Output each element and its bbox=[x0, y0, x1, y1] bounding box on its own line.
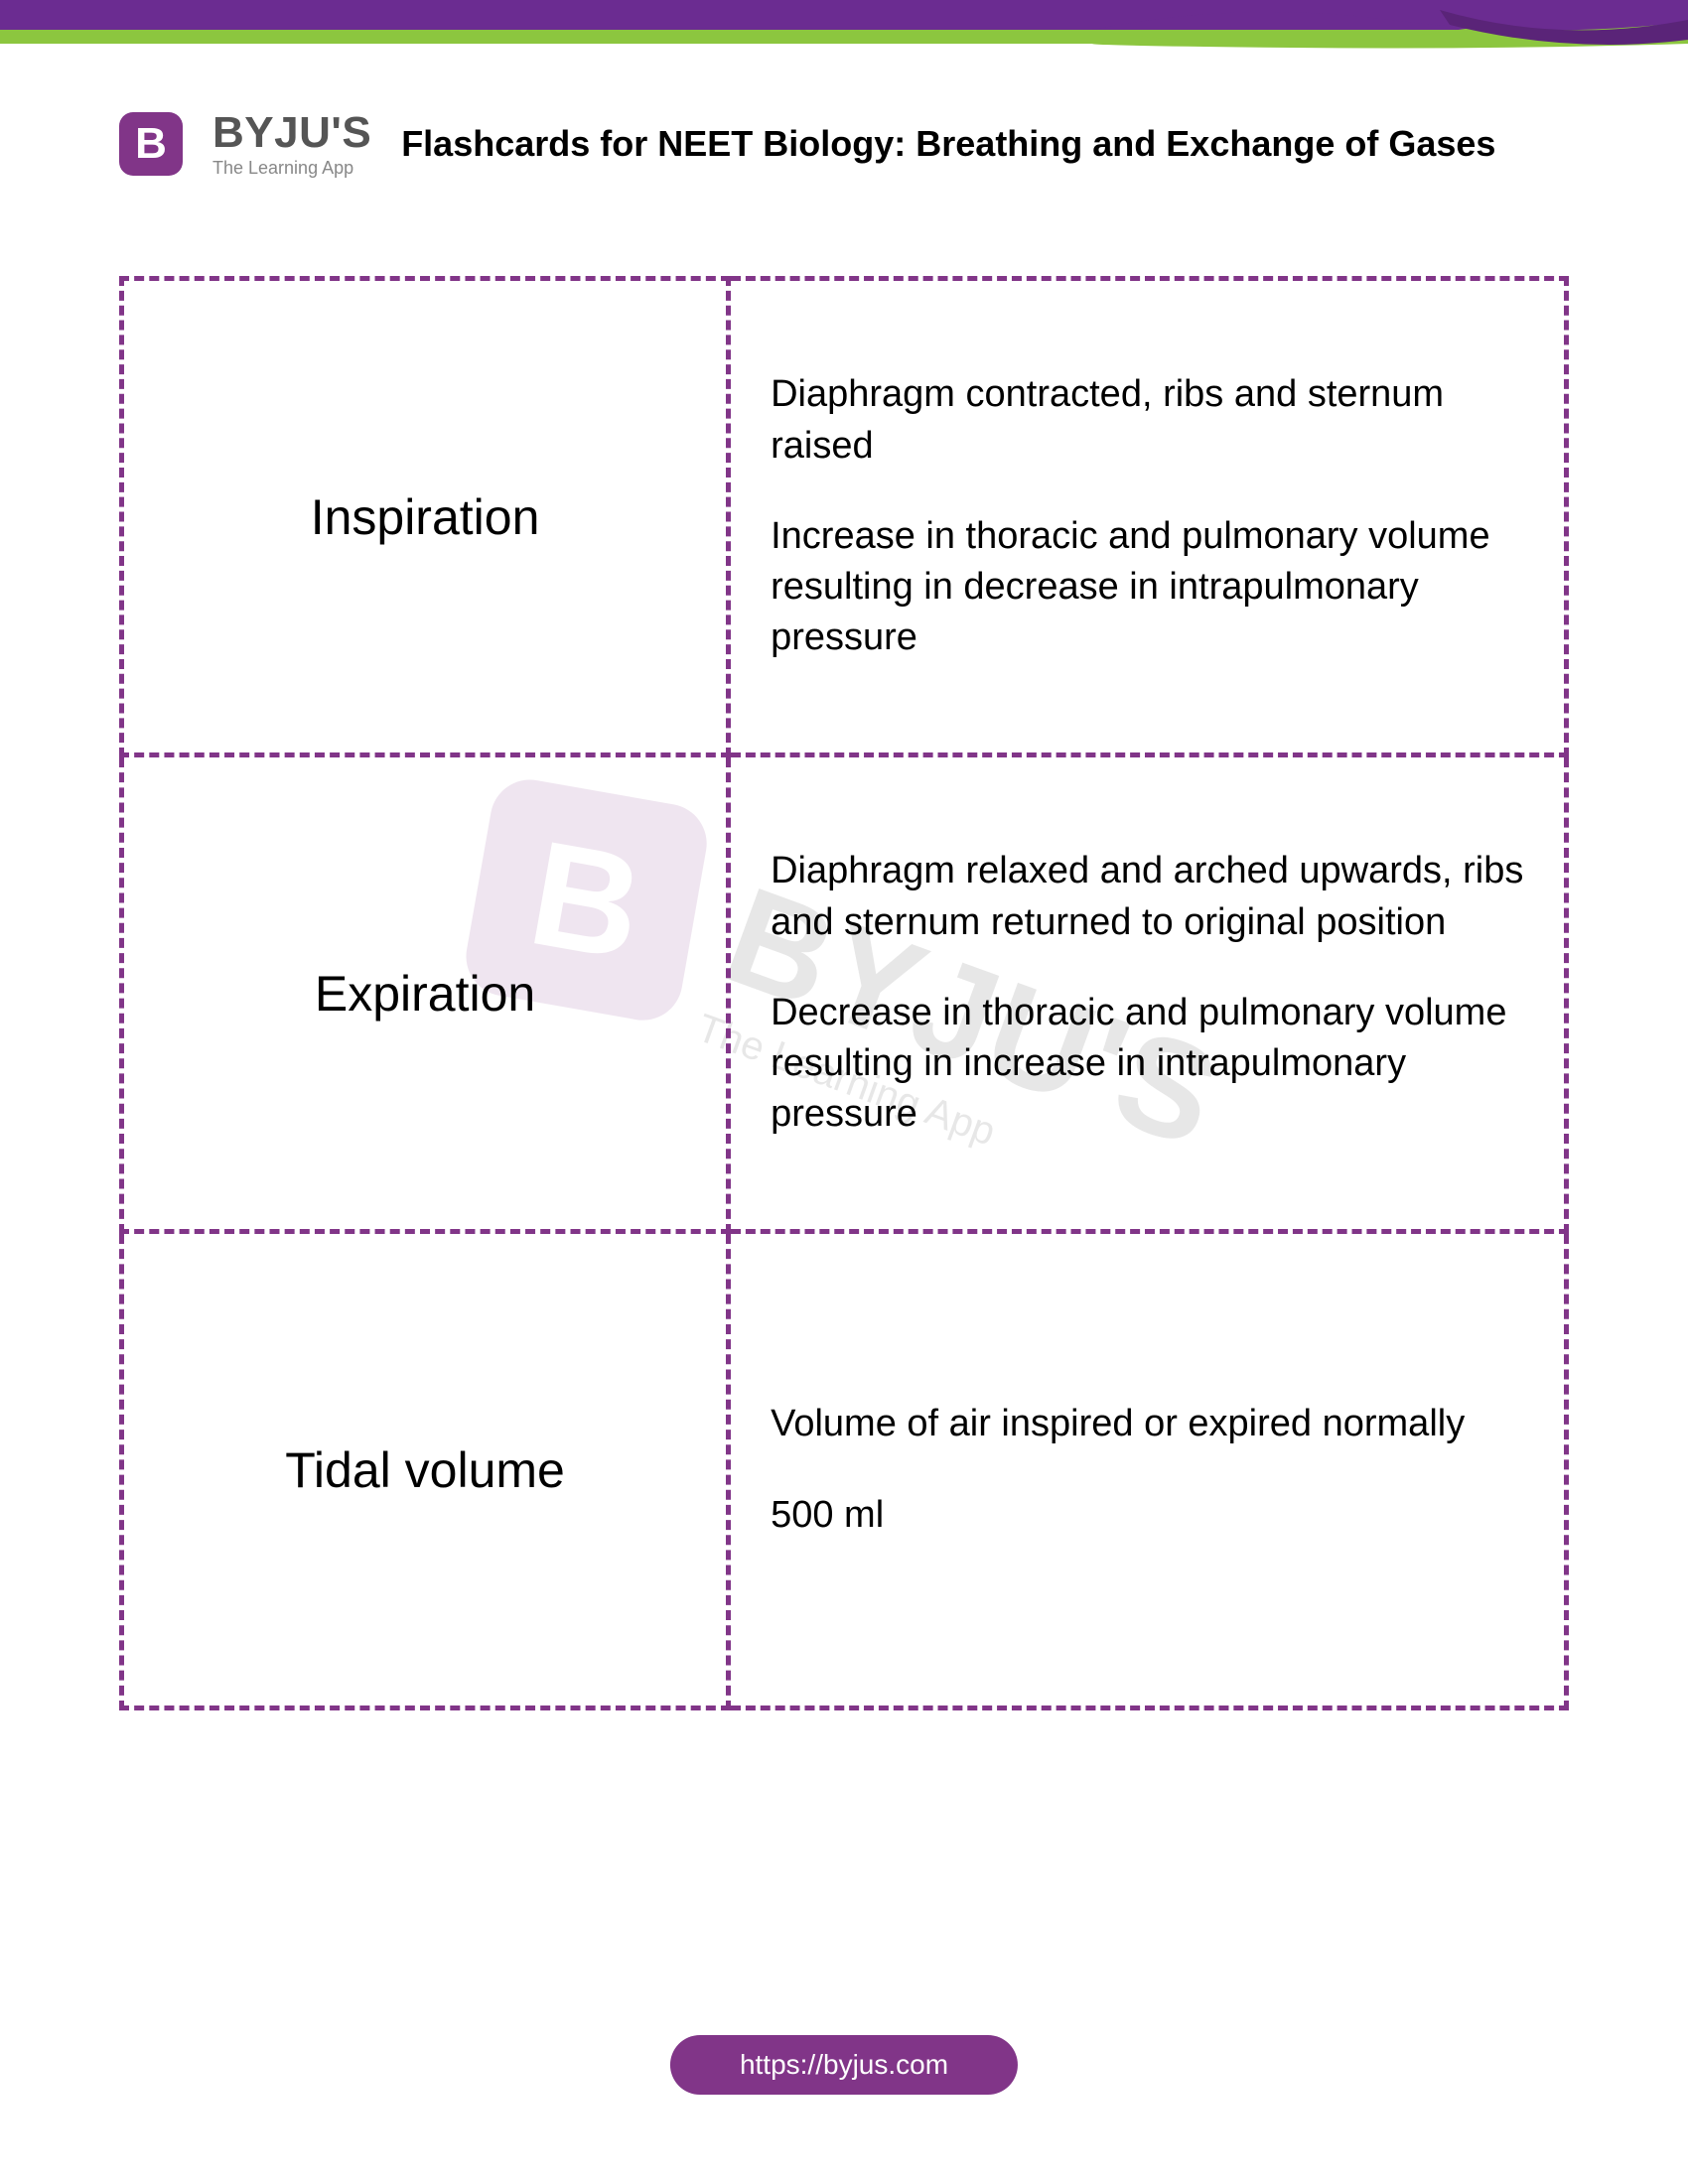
logo-icon: B bbox=[119, 112, 183, 176]
banner-swoosh bbox=[1092, 0, 1688, 52]
top-banner bbox=[0, 0, 1688, 52]
page-title: Flashcards for NEET Biology: Breathing a… bbox=[401, 123, 1569, 165]
header: B BYJU'S The Learning App Flashcards for… bbox=[0, 52, 1688, 216]
definition-text: Volume of air inspired or expired normal… bbox=[771, 1399, 1524, 1449]
definition-text: Decrease in thoracic and pulmonary volum… bbox=[771, 988, 1524, 1141]
brand-tagline: The Learning App bbox=[212, 159, 371, 177]
definition-text: Increase in thoracic and pulmonary volum… bbox=[771, 511, 1524, 664]
definition-cell: Diaphragm contracted, ribs and sternum r… bbox=[729, 279, 1567, 755]
flashcard-table-wrapper: B BYJU'S The Learning App Inspiration Di… bbox=[119, 276, 1569, 1710]
footer-url-pill[interactable]: https://byjus.com bbox=[670, 2035, 1018, 2095]
term-cell: Inspiration bbox=[122, 279, 729, 755]
logo-letter: B bbox=[135, 119, 167, 169]
table-row: Tidal volume Volume of air inspired or e… bbox=[122, 1232, 1567, 1708]
definition-text: Diaphragm contracted, ribs and sternum r… bbox=[771, 369, 1524, 472]
brand-name: BYJU'S bbox=[212, 111, 371, 155]
term-cell: Tidal volume bbox=[122, 1232, 729, 1708]
definition-cell: Diaphragm relaxed and arched upwards, ri… bbox=[729, 755, 1567, 1232]
definition-cell: Volume of air inspired or expired normal… bbox=[729, 1232, 1567, 1708]
brand-block: BYJU'S The Learning App bbox=[212, 111, 371, 177]
definition-text: Diaphragm relaxed and arched upwards, ri… bbox=[771, 846, 1524, 948]
footer-url-text: https://byjus.com bbox=[740, 2049, 948, 2080]
flashcard-table: Inspiration Diaphragm contracted, ribs a… bbox=[119, 276, 1569, 1710]
definition-text: 500 ml bbox=[771, 1490, 1524, 1541]
term-cell: Expiration bbox=[122, 755, 729, 1232]
table-row: Expiration Diaphragm relaxed and arched … bbox=[122, 755, 1567, 1232]
table-row: Inspiration Diaphragm contracted, ribs a… bbox=[122, 279, 1567, 755]
